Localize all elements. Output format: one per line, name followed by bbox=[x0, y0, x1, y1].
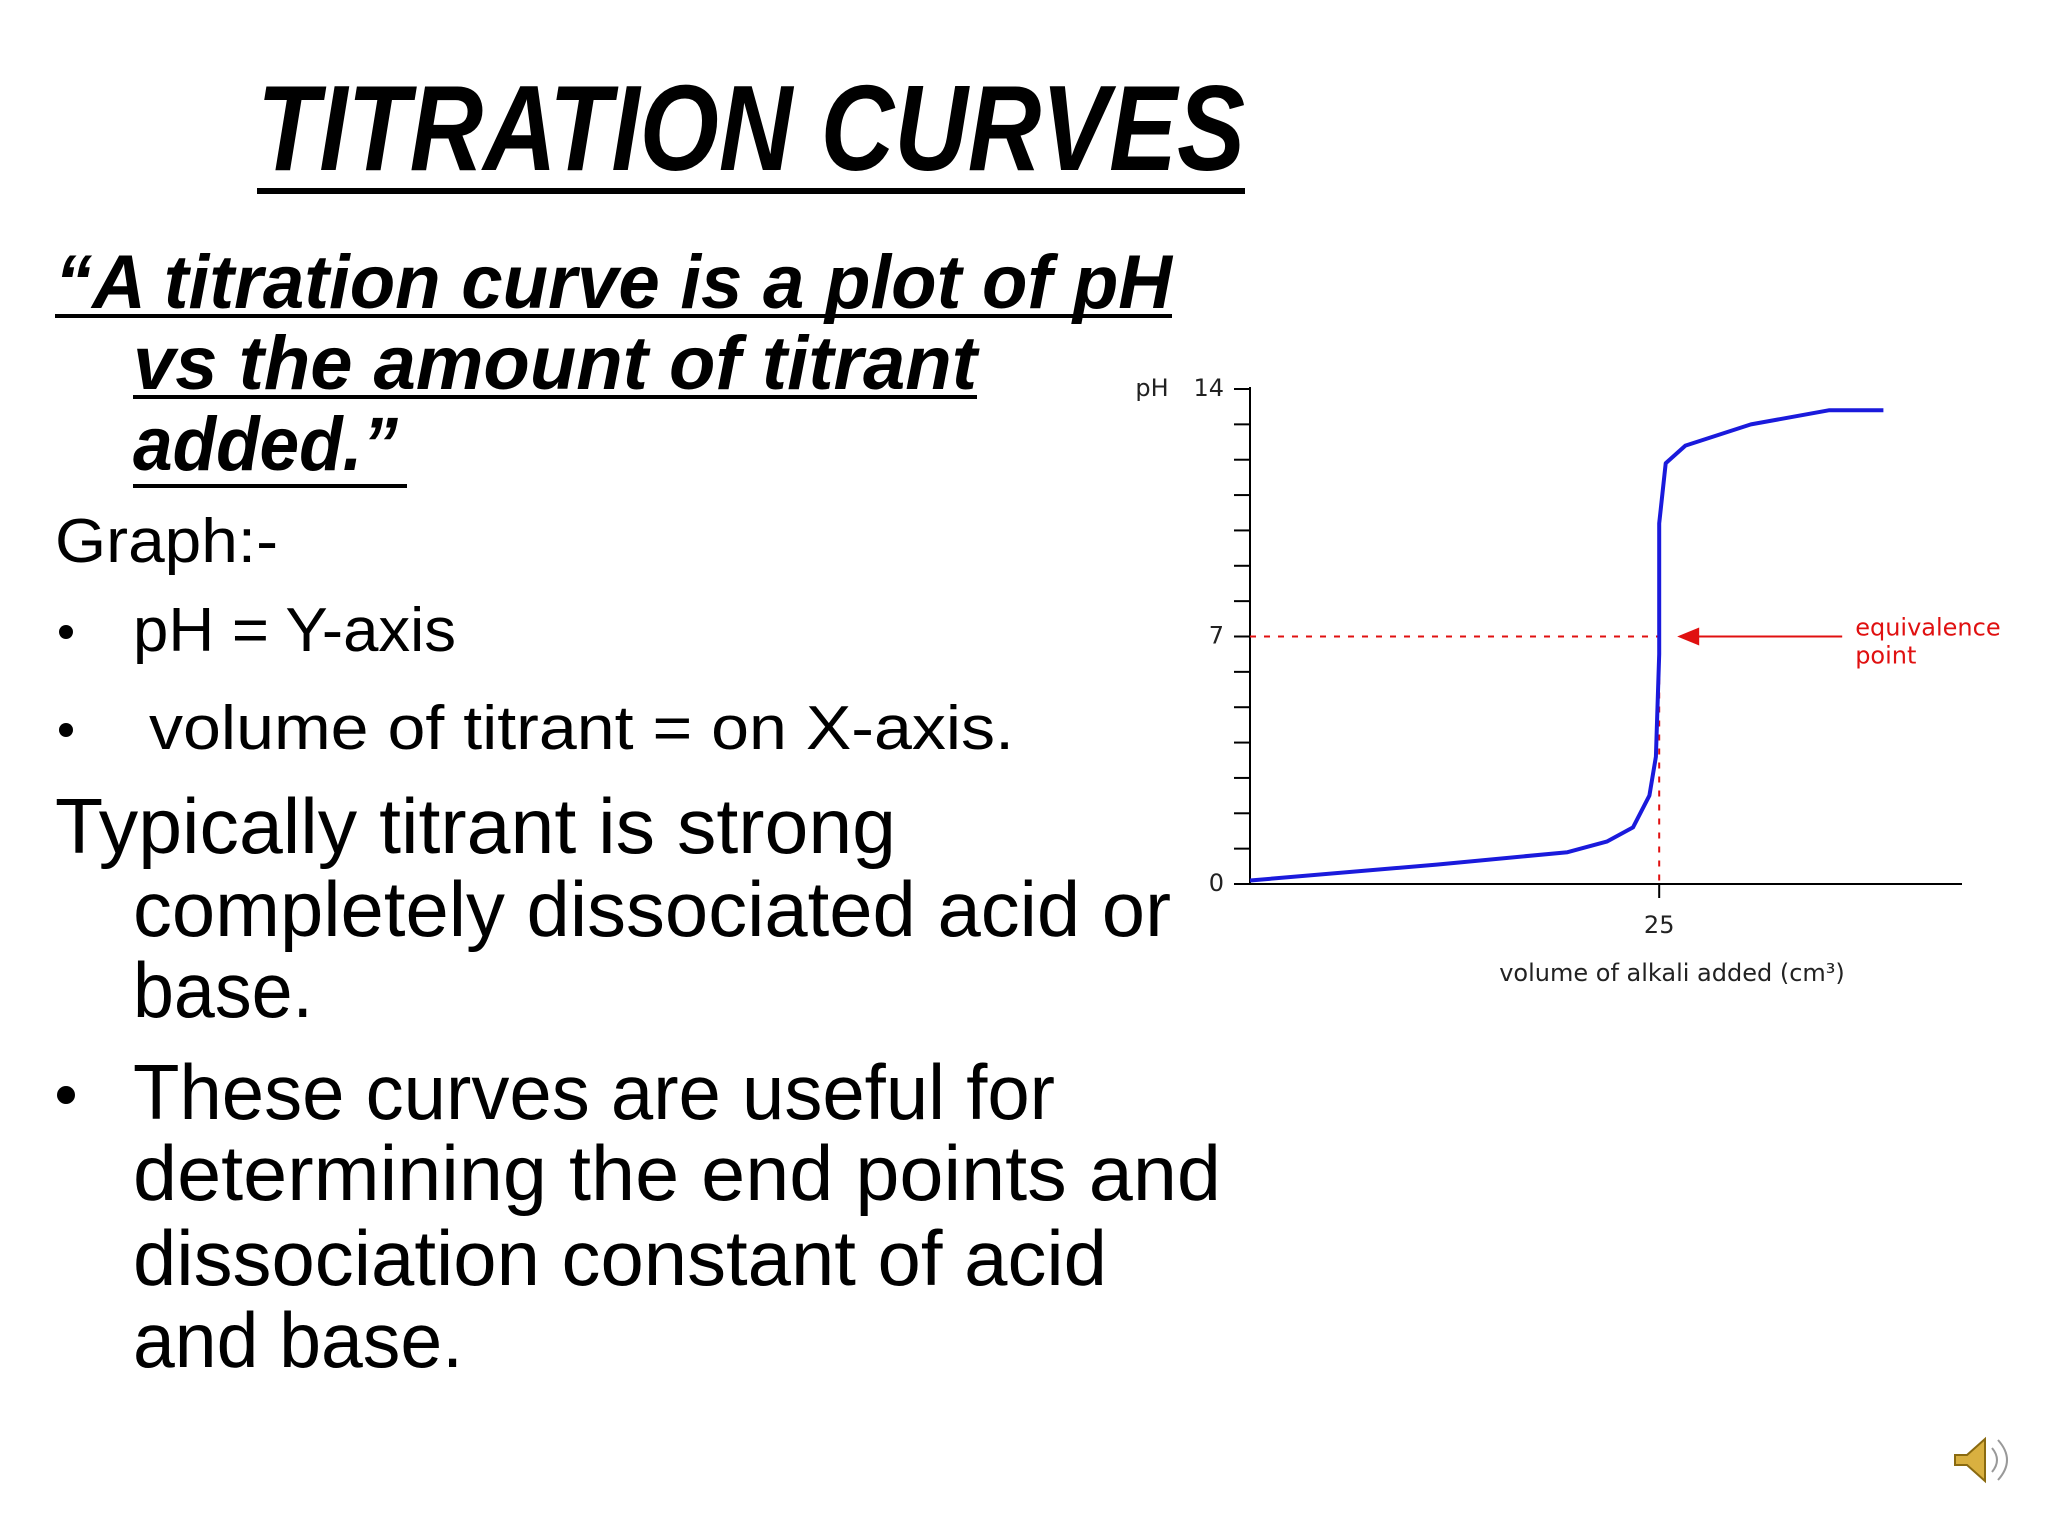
text-line: completely dissociated acid or bbox=[133, 865, 1171, 953]
text-line: determining the end points and bbox=[133, 1129, 1221, 1217]
audio-icon[interactable] bbox=[1954, 1436, 2008, 1484]
underline bbox=[55, 314, 1172, 318]
text-line: “A titration curve is a plot of pH bbox=[55, 240, 1174, 325]
underline bbox=[133, 484, 407, 488]
text-line: These curves are useful for bbox=[133, 1048, 1055, 1136]
text-line: and base. bbox=[133, 1296, 463, 1384]
bullet bbox=[57, 1086, 75, 1104]
text-line: base. bbox=[133, 946, 313, 1034]
text-line: vs the amount of titrant bbox=[133, 321, 980, 406]
curve bbox=[1249, 408, 1884, 883]
text-line: Typically titrant is strong bbox=[55, 782, 896, 870]
annotation-label: point bbox=[1855, 642, 1916, 670]
x-tick-label: 25 bbox=[1644, 911, 1675, 939]
text-line: dissociation constant of acid bbox=[133, 1214, 1107, 1302]
y-tick-label: 7 bbox=[1209, 622, 1224, 650]
bullet bbox=[59, 625, 73, 639]
x-axis-label: volume of alkali added (cm³) bbox=[1499, 959, 1845, 987]
y-tick-label: 14 bbox=[1193, 374, 1224, 402]
text-line: Graph:- bbox=[55, 507, 278, 576]
arrow-head bbox=[1677, 627, 1700, 646]
text-line: pH = Y-axis bbox=[133, 596, 456, 665]
y-tick-label: 0 bbox=[1209, 869, 1224, 897]
underline bbox=[133, 395, 977, 399]
chart: 0 7 14 25 pH volume of alkali added (cm³) equi… bbox=[1135, 374, 2000, 987]
text-line: added.” bbox=[133, 402, 398, 487]
bullet bbox=[59, 723, 73, 737]
y-axis-label: pH bbox=[1135, 374, 1168, 402]
slide-title: TITRATION CURVES bbox=[257, 60, 1245, 196]
annotation-label: equivalence bbox=[1855, 614, 2000, 642]
title-underline bbox=[257, 188, 1245, 194]
text-line: volume of titrant = on X-axis. bbox=[149, 694, 1014, 763]
